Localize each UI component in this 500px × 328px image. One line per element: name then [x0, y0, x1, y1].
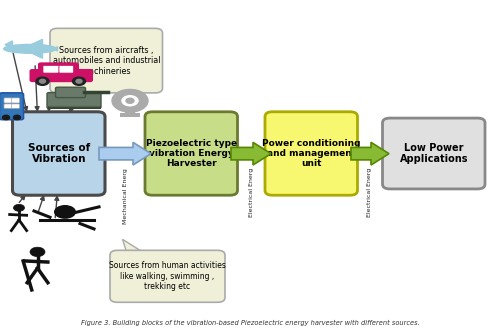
FancyBboxPatch shape — [12, 104, 20, 108]
Polygon shape — [22, 39, 42, 49]
Text: Piezoelectric type
vibration Energy
Harvester: Piezoelectric type vibration Energy Harv… — [146, 139, 237, 168]
Text: Low Power
Applications: Low Power Applications — [400, 143, 468, 164]
Polygon shape — [231, 142, 271, 165]
FancyBboxPatch shape — [30, 69, 93, 82]
Circle shape — [14, 204, 24, 211]
FancyBboxPatch shape — [4, 104, 12, 108]
Polygon shape — [54, 47, 58, 51]
FancyBboxPatch shape — [120, 113, 140, 116]
Circle shape — [72, 77, 86, 85]
Circle shape — [40, 79, 46, 83]
FancyBboxPatch shape — [43, 66, 59, 73]
FancyBboxPatch shape — [4, 98, 12, 103]
Text: Electrical Energ: Electrical Energ — [248, 168, 254, 217]
Polygon shape — [22, 49, 42, 58]
Circle shape — [126, 98, 134, 103]
FancyBboxPatch shape — [56, 87, 86, 98]
Text: Sources of
Vibration: Sources of Vibration — [28, 143, 90, 164]
Circle shape — [30, 247, 45, 256]
Circle shape — [122, 96, 138, 106]
Circle shape — [36, 77, 49, 85]
FancyBboxPatch shape — [38, 62, 79, 75]
Ellipse shape — [4, 44, 56, 53]
Circle shape — [54, 205, 76, 219]
FancyBboxPatch shape — [110, 250, 225, 302]
Polygon shape — [99, 142, 151, 165]
Polygon shape — [5, 41, 12, 49]
Polygon shape — [122, 239, 148, 255]
Polygon shape — [351, 142, 389, 165]
FancyBboxPatch shape — [12, 112, 105, 195]
FancyBboxPatch shape — [265, 112, 358, 195]
FancyBboxPatch shape — [47, 92, 101, 108]
Circle shape — [76, 79, 82, 83]
Wedge shape — [112, 90, 148, 112]
FancyBboxPatch shape — [382, 118, 485, 189]
FancyBboxPatch shape — [0, 93, 24, 120]
FancyBboxPatch shape — [145, 112, 238, 195]
Circle shape — [2, 115, 10, 120]
FancyBboxPatch shape — [12, 98, 20, 103]
Circle shape — [14, 115, 20, 120]
FancyBboxPatch shape — [50, 28, 162, 93]
Text: Electrical Energ: Electrical Energ — [368, 168, 372, 217]
Text: Mechanical Energ: Mechanical Energ — [122, 168, 128, 224]
FancyBboxPatch shape — [59, 66, 74, 73]
Text: Power conditioning
and management
unit: Power conditioning and management unit — [262, 139, 360, 168]
Text: Sources from human activities
like walking, swimming ,
trekking etc: Sources from human activities like walki… — [109, 261, 226, 291]
Text: Sources from aircrafts ,
automobiles and industrial
machineries: Sources from aircrafts , automobiles and… — [52, 46, 160, 75]
FancyBboxPatch shape — [125, 105, 135, 114]
Polygon shape — [62, 88, 88, 107]
Text: Figure 3. Building blocks of the vibration-based Piezoelectric energy harvester : Figure 3. Building blocks of the vibrati… — [80, 320, 419, 326]
